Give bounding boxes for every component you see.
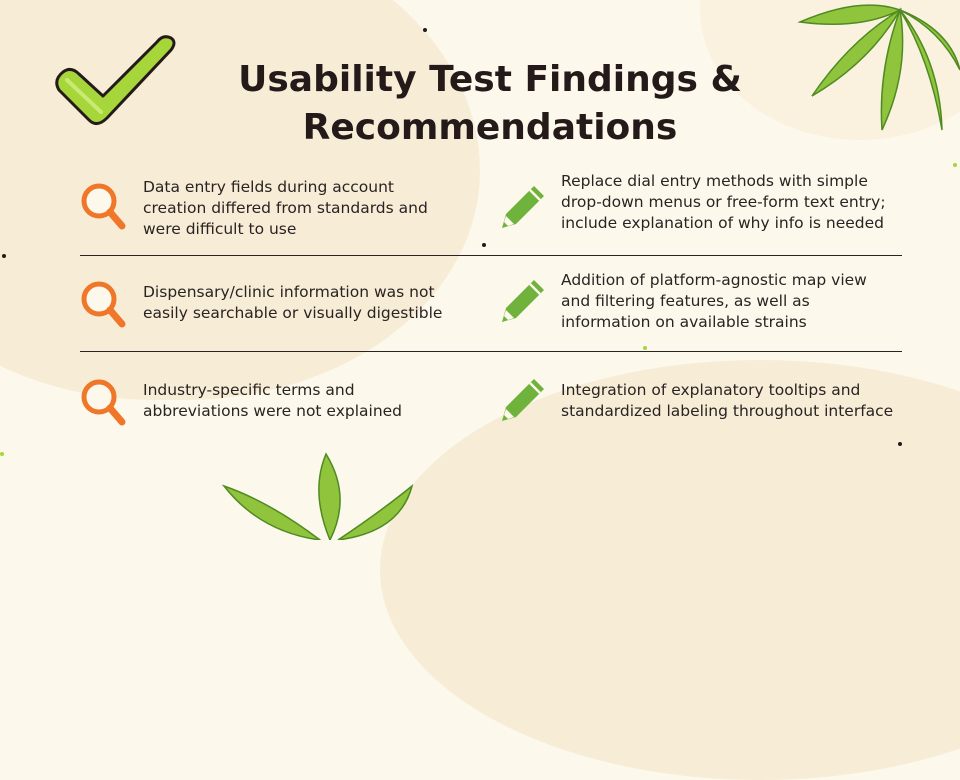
recommendation-text: Integration of explanatory tooltips and … xyxy=(561,381,894,420)
pencil-icon xyxy=(502,280,544,322)
finding-text: Industry-specific terms and abbreviation… xyxy=(143,381,403,420)
decorative-dot xyxy=(953,163,957,167)
decorative-dot xyxy=(0,452,4,456)
page-title: Usability Test Findings & Recommendation… xyxy=(180,56,800,152)
recommendation-text: Addition of platform-agnostic map view a… xyxy=(561,271,867,331)
cannabis-leaf-icon xyxy=(221,452,414,540)
row-divider xyxy=(80,351,902,352)
checkmark-icon xyxy=(55,35,176,125)
recommendation-text: Replace dial entry methods with simple d… xyxy=(561,172,886,232)
title-line-2: Recommendations xyxy=(302,107,678,148)
background-blob-right xyxy=(380,360,960,780)
pencil-icon xyxy=(502,186,544,228)
title-line-1: Usability Test Findings & xyxy=(238,59,742,100)
decorative-dot xyxy=(898,442,902,446)
finding-text: Data entry fields during account creatio… xyxy=(143,178,428,238)
decorative-dot xyxy=(643,346,647,350)
pencil-icon xyxy=(502,379,544,421)
cannabis-leaf-icon xyxy=(797,4,960,131)
finding-text: Dispensary/clinic information was not ea… xyxy=(143,283,443,322)
decorative-dot xyxy=(2,254,6,258)
decorative-dot xyxy=(482,243,486,247)
search-icon xyxy=(81,379,126,426)
row-divider xyxy=(80,255,902,256)
search-icon xyxy=(81,183,126,230)
decorative-dot xyxy=(423,28,427,32)
search-icon xyxy=(81,281,126,328)
